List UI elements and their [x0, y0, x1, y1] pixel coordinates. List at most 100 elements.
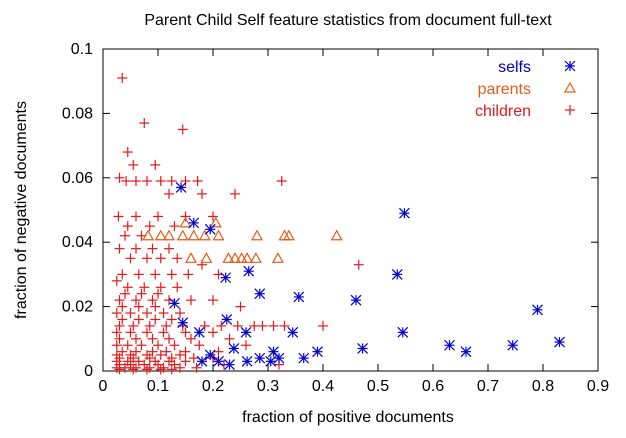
selfs-point [554, 336, 565, 348]
x-axis-title: fraction of positive documents [242, 409, 454, 426]
children-point [117, 269, 128, 280]
children-point [235, 301, 246, 312]
children-point [150, 301, 161, 312]
selfs-point [532, 304, 543, 316]
parents-point [271, 252, 284, 263]
x-tick-label: 0.1 [147, 378, 169, 395]
children-point [166, 269, 177, 280]
x-tick-label: 0.8 [532, 378, 554, 395]
parents-point [209, 216, 222, 228]
selfs-point [397, 326, 409, 338]
legend-marker-selfs [564, 60, 576, 72]
children-point [150, 314, 161, 325]
children-point [230, 188, 240, 199]
children-point [142, 253, 152, 264]
children-point [175, 308, 185, 319]
children-point [161, 320, 172, 331]
children-point [155, 349, 166, 360]
children-point [125, 253, 136, 264]
parents-point [154, 229, 167, 241]
children-point [144, 353, 155, 364]
legend: selfs parents children [475, 59, 577, 120]
children-point [224, 333, 235, 344]
parents-point [222, 252, 235, 263]
children-point [194, 340, 205, 351]
children-point [186, 295, 196, 306]
children-point [111, 327, 122, 338]
children-point [208, 295, 218, 306]
children-point [199, 320, 210, 331]
selfs-point [398, 207, 410, 219]
children-point [133, 301, 144, 312]
children-point [153, 288, 163, 299]
selfs-point [350, 294, 362, 306]
children-point [353, 259, 364, 270]
children-point [188, 353, 199, 364]
parents-point [198, 229, 211, 241]
selfs-point [213, 355, 224, 367]
children-point [180, 176, 191, 187]
children-point [175, 362, 185, 373]
parents-point [249, 252, 262, 263]
parents-point [176, 229, 189, 241]
selfs-point [254, 288, 266, 300]
children-point [208, 327, 218, 338]
selfs-point [220, 272, 232, 284]
x-tick-label: 0.7 [477, 378, 499, 395]
children-point [111, 308, 122, 319]
children-point [232, 320, 243, 331]
y-tick-label: 0.08 [62, 105, 93, 122]
children-point [128, 159, 139, 170]
children-point [186, 333, 196, 344]
y-axis: 0 0.02 0.04 0.06 0.08 0.1 [62, 41, 598, 380]
children-point [169, 221, 180, 232]
children-point [164, 295, 174, 306]
children-point [131, 211, 141, 222]
children-point [139, 118, 150, 129]
y-tick-label: 0.04 [62, 234, 93, 251]
selfs-point [293, 291, 305, 303]
children-point [120, 288, 130, 299]
children-point [169, 340, 180, 351]
parents-point [282, 229, 295, 241]
children-point [279, 320, 290, 331]
legend-label-children: children [475, 103, 531, 120]
children-point [142, 308, 152, 319]
children-point [155, 253, 166, 264]
children-point [136, 340, 147, 351]
children-point [164, 356, 174, 367]
x-tick-label: 0 [99, 378, 108, 395]
children-point [128, 353, 139, 364]
selfs-point [312, 346, 323, 358]
children-point [153, 211, 163, 222]
legend-marker-children [565, 105, 575, 115]
children-point [183, 269, 194, 280]
x-tick-label: 0.3 [257, 378, 279, 395]
children-point [133, 356, 144, 367]
y-tick-label: 0 [84, 363, 93, 380]
parents-point [330, 229, 343, 241]
children-point [142, 364, 152, 375]
children-point [216, 320, 227, 331]
children-point [125, 308, 136, 319]
children-point [131, 295, 141, 306]
children-point [166, 176, 177, 187]
children-point [111, 340, 122, 351]
children-point [180, 346, 191, 357]
selfs-point [507, 339, 519, 351]
children-point [164, 188, 174, 199]
children-point [161, 346, 172, 357]
x-axis: 0 0.1 0.2 0.3 0.4 0.5 0.6 0.7 0.8 0.9 [99, 49, 609, 395]
children-point [131, 346, 141, 357]
children-point [114, 320, 125, 331]
children-point [117, 301, 128, 312]
x-tick-label: 0.5 [367, 378, 389, 395]
selfs-point [169, 297, 180, 309]
children-point [172, 282, 183, 293]
selfs-point [241, 355, 253, 367]
children-point [153, 340, 163, 351]
children-point [133, 269, 144, 280]
selfs-point [193, 326, 205, 338]
children-point [117, 314, 128, 325]
